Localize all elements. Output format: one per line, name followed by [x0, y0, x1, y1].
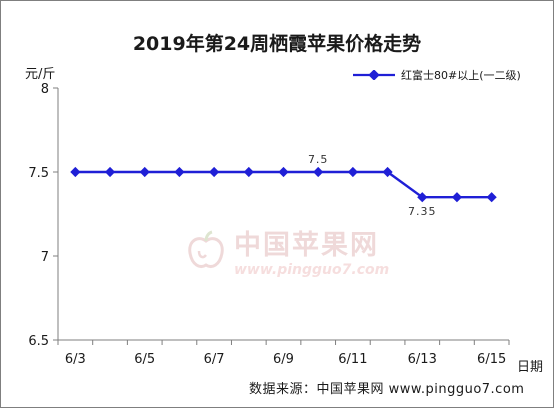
data-point	[417, 192, 428, 203]
y-tick-label: 7.5	[28, 166, 49, 181]
x-tick-label: 6/13	[408, 352, 437, 367]
data-point	[347, 166, 358, 178]
data-point	[278, 166, 289, 178]
watermark-text: 中国苹果网	[234, 230, 379, 261]
data-point	[174, 166, 185, 178]
x-tick-label: 6/9	[273, 352, 294, 367]
x-tick-label: 6/15	[477, 352, 506, 367]
y-tick-label: 6.5	[28, 334, 49, 349]
data-label: 7.35	[408, 205, 437, 218]
x-tick-label: 6/5	[134, 352, 155, 367]
data-point	[313, 166, 324, 178]
data-point	[451, 192, 463, 203]
data-point	[70, 166, 81, 178]
data-point	[486, 192, 497, 203]
watermark-url: www.pingguo7.com	[234, 262, 390, 278]
x-tick-label: 6/11	[338, 352, 367, 367]
chart-title: 2019年第24周栖霞苹果价格走势	[132, 33, 422, 55]
y-tick-label: 7	[41, 250, 49, 265]
source-text: 数据来源：中国苹果网 www.pingguo7.com	[249, 382, 525, 397]
y-axis-label: 元/斤	[25, 67, 56, 82]
data-point	[243, 166, 254, 178]
data-point	[209, 166, 220, 178]
apple-logo-icon	[188, 230, 224, 268]
data-label: 7.5	[308, 153, 329, 166]
x-tick-label: 6/7	[204, 352, 225, 367]
y-tick-label: 8	[41, 82, 49, 97]
data-point	[139, 166, 150, 178]
x-axis-label: 日期	[517, 360, 544, 375]
legend: 红富士80#以上(一二级)	[353, 67, 521, 83]
legend-line-marker-icon	[353, 70, 395, 80]
legend-label: 红富士80#以上(一二级)	[401, 69, 521, 82]
x-tick-label: 6/3	[65, 352, 86, 367]
watermark: 中国苹果网 www.pingguo7.com	[184, 223, 389, 278]
data-point	[104, 166, 116, 178]
